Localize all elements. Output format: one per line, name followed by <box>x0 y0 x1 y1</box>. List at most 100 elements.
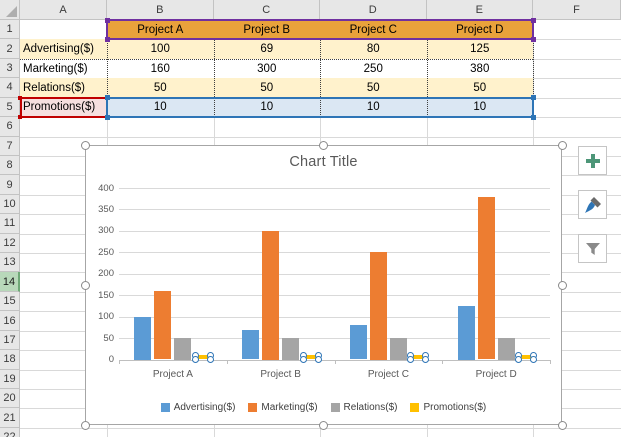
cell-C1[interactable]: Project B <box>243 23 291 36</box>
plot-area[interactable]: 0 50 100 150 200 250 300 350 400 Project A Project… <box>86 146 561 424</box>
chart-area[interactable]: Chart Title 0 50 100 150 200 250 300 350 400 Proj… <box>85 145 562 425</box>
cell-E4[interactable]: 50 <box>426 78 533 98</box>
cell-B1[interactable]: Project A <box>137 23 184 36</box>
bar-marketing-project-d[interactable] <box>477 196 495 360</box>
selected-point-handle[interactable] <box>407 356 415 363</box>
chart-title[interactable]: Chart Title <box>289 154 358 170</box>
bar-relations-project-d[interactable] <box>497 338 515 360</box>
column-header-D[interactable]: D <box>320 0 427 20</box>
categories-range-handle[interactable] <box>530 36 536 42</box>
cell-A5[interactable]: Promotions($) <box>20 97 107 118</box>
chart-selection-handle[interactable] <box>319 420 328 430</box>
legend-item-advertising[interactable]: Advertising($) <box>160 402 235 413</box>
bar-advertising-project-c[interactable] <box>349 325 367 360</box>
cell-B3[interactable]: 160 <box>107 58 214 79</box>
series-name-range-handle[interactable] <box>18 95 22 100</box>
selected-point-handle[interactable] <box>530 356 538 363</box>
column-header-B[interactable]: B <box>107 0 214 20</box>
bar-relations-project-a[interactable] <box>174 338 192 360</box>
bar-marketing-project-a[interactable] <box>154 290 172 360</box>
row-header-5[interactable]: 5 <box>0 97 20 118</box>
series-values-range-handle[interactable] <box>530 95 536 101</box>
chart-selection-handle[interactable] <box>557 420 567 430</box>
bar-relations-project-b[interactable] <box>282 338 300 360</box>
bar-advertising-project-a[interactable] <box>134 316 152 360</box>
column-header-E[interactable]: E <box>426 0 533 20</box>
selected-point-handle[interactable] <box>206 356 214 363</box>
selected-point-handle[interactable] <box>314 356 322 363</box>
cell-D3[interactable]: 250 <box>320 58 427 79</box>
row-header-17[interactable]: 17 <box>0 330 20 351</box>
cell-E1[interactable]: Project D <box>456 23 504 36</box>
selected-point-handle[interactable] <box>299 356 307 363</box>
row-header-6[interactable]: 6 <box>0 117 20 137</box>
column-header-A[interactable]: A <box>20 0 107 20</box>
series-name-range-handle[interactable] <box>18 115 22 120</box>
series-values-range-handle[interactable] <box>530 114 536 120</box>
bar-advertising-project-b[interactable] <box>242 329 260 360</box>
bar-promotions-project-a[interactable] <box>194 355 212 360</box>
row-header-18[interactable]: 18 <box>0 350 20 370</box>
row-header-11[interactable]: 11 <box>0 214 20 234</box>
row-header-14[interactable]: 14 <box>0 272 20 292</box>
categories-range-handle[interactable] <box>104 17 110 23</box>
bar-marketing-project-b[interactable] <box>262 230 280 360</box>
bar-promotions-project-b[interactable] <box>302 355 320 360</box>
column-header-C[interactable]: C <box>213 0 320 20</box>
chart-selection-handle[interactable] <box>319 140 328 150</box>
selected-point-handle[interactable] <box>515 356 523 363</box>
selected-point-handle[interactable] <box>422 356 430 363</box>
cell-A3[interactable]: Marketing($) <box>20 58 107 79</box>
bar-advertising-project-d[interactable] <box>457 305 475 360</box>
row-header-15[interactable]: 15 <box>0 291 20 312</box>
chart-selection-handle[interactable] <box>80 280 90 290</box>
row-header-16[interactable]: 16 <box>0 311 20 331</box>
bar-promotions-project-c[interactable] <box>409 355 427 360</box>
row-header-3[interactable]: 3 <box>0 58 20 79</box>
cell-E2[interactable]: 125 <box>426 39 533 59</box>
chart-filters-button[interactable] <box>578 234 607 263</box>
series-values-range-handle[interactable] <box>104 95 110 101</box>
select-all-corner[interactable] <box>0 0 20 20</box>
cell-B2[interactable]: 100 <box>107 39 214 59</box>
cell-C4[interactable]: 50 <box>213 78 320 98</box>
bar-promotions-project-d[interactable] <box>517 355 535 360</box>
cell-A4[interactable]: Relations($) <box>20 78 107 98</box>
cell-C2[interactable]: 69 <box>213 39 320 59</box>
row-header-2[interactable]: 2 <box>0 39 20 59</box>
series-values-range-handle[interactable] <box>104 114 110 120</box>
chart-selection-handle[interactable] <box>557 280 567 290</box>
row-header-9[interactable]: 9 <box>0 175 20 195</box>
cell-E3[interactable]: 380 <box>426 58 533 79</box>
cell-E5[interactable]: 10 <box>426 97 533 118</box>
legend-item-marketing[interactable]: Marketing($) <box>248 402 318 413</box>
bar-relations-project-c[interactable] <box>389 338 407 360</box>
row-header-21[interactable]: 21 <box>0 408 20 428</box>
row-header-7[interactable]: 7 <box>0 136 20 156</box>
chart-selection-handle[interactable] <box>80 140 90 150</box>
row-header-19[interactable]: 19 <box>0 369 20 389</box>
row-header-10[interactable]: 10 <box>0 194 20 215</box>
bar-marketing-project-c[interactable] <box>369 252 387 360</box>
column-header-F[interactable]: F <box>533 0 621 20</box>
selected-point-handle[interactable] <box>191 356 199 363</box>
cell-D5[interactable]: 10 <box>320 97 427 118</box>
categories-range-handle[interactable] <box>104 36 110 42</box>
cell-A2[interactable]: Advertising($) <box>20 39 107 59</box>
legend-item-promotions[interactable]: Promotions($) <box>410 402 486 413</box>
chart-styles-button[interactable] <box>578 190 607 219</box>
chart-elements-button[interactable] <box>578 146 607 175</box>
row-header-1[interactable]: 1 <box>0 20 20 40</box>
legend-item-relations[interactable]: Relations($) <box>330 402 397 413</box>
cell-D1[interactable]: Project C <box>349 23 397 36</box>
categories-range-handle[interactable] <box>530 17 536 23</box>
cell-B5[interactable]: 10 <box>107 97 214 118</box>
row-header-20[interactable]: 20 <box>0 388 20 409</box>
cell-D2[interactable]: 80 <box>320 39 427 59</box>
cell-C5[interactable]: 10 <box>213 97 320 118</box>
cell-C3[interactable]: 300 <box>213 58 320 79</box>
row-header-22[interactable]: 22 <box>0 427 20 437</box>
row-header-8[interactable]: 8 <box>0 155 20 176</box>
row-header-12[interactable]: 12 <box>0 233 20 254</box>
row-header-4[interactable]: 4 <box>0 78 20 98</box>
